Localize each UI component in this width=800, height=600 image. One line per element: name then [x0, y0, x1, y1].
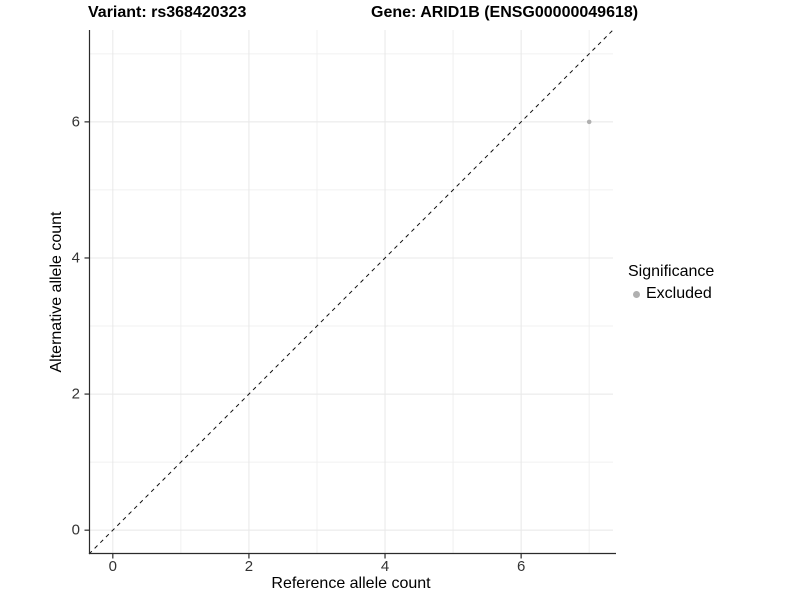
plot-canvas — [84, 29, 616, 559]
y-axis-tick-label: 4 — [71, 249, 80, 267]
data-point — [586, 119, 592, 125]
y-axis-tick-label: 2 — [71, 385, 80, 403]
x-axis-tick-label: 0 — [108, 558, 117, 575]
x-axis-tick-label: 6 — [516, 558, 526, 575]
x-axis-tick-label: 4 — [380, 558, 390, 575]
plot-title-variant: Variant: rs368420323 — [88, 4, 247, 21]
legend-title: Significance — [628, 263, 715, 280]
legend-key-point-icon — [633, 290, 640, 298]
legend: Significance Excluded — [628, 263, 714, 303]
plot-panel — [84, 29, 616, 559]
x-axis-title: Reference allele count — [271, 575, 431, 592]
y-axis-tick-label: 0 — [71, 521, 80, 539]
legend-item-excluded: Excluded — [628, 285, 714, 303]
y-axis-title: Alternative allele count — [48, 211, 65, 373]
plot-title-gene: Gene: ARID1B (ENSG00000049618) — [371, 4, 639, 21]
identity-reference-line — [88, 29, 614, 555]
y-axis-tick-label: 6 — [71, 113, 80, 131]
x-axis-tick-label: 2 — [244, 558, 254, 575]
legend-item-label: Excluded — [646, 285, 712, 302]
